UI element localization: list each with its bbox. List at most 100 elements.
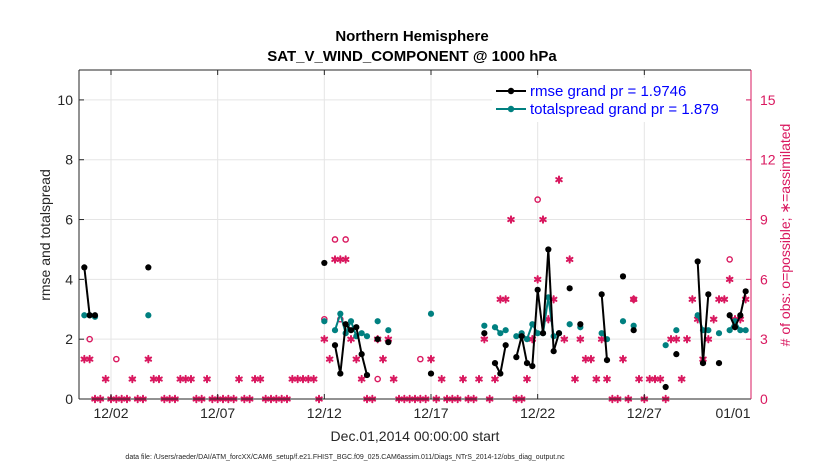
totalspread-point [374, 318, 381, 325]
plot-marks [80, 175, 750, 404]
assimilated-obs-point [480, 334, 489, 344]
assimilated-obs-point [144, 354, 153, 364]
y2-tick-label: 0 [760, 391, 768, 407]
totalspread-point [331, 327, 339, 334]
assimilated-obs-point [672, 334, 681, 344]
rmse-point [529, 363, 536, 370]
rmse-point [630, 327, 637, 334]
assimilated-obs-point [704, 334, 713, 344]
x-tick-label: 12/07 [200, 405, 235, 421]
rmse-segment [600, 294, 608, 361]
assimilated-obs-point [555, 175, 563, 184]
x-tick-label: 01/01 [715, 405, 750, 421]
assimilated-obs-point [325, 354, 334, 364]
legend-spread-label: totalspread grand pr = 1.879 [530, 101, 719, 118]
rmse-segment [334, 344, 342, 374]
possible-obs-point [331, 236, 339, 243]
rmse-point [427, 370, 435, 377]
assimilated-obs-point [341, 255, 350, 264]
totalspread-point [513, 333, 520, 340]
rmse-point [603, 357, 611, 364]
y2-axis-label: # of obs: o=possible; ∗=assimilated [777, 124, 793, 347]
rmse-segment [360, 353, 368, 376]
totalspread-point [662, 342, 669, 349]
assimilated-obs-point [427, 354, 435, 364]
x-tick-label: 12/17 [413, 405, 448, 421]
assimilated-obs-point [592, 374, 601, 384]
y-tick-label: 6 [65, 212, 73, 228]
rmse-point [715, 360, 723, 367]
assimilated-obs-point [635, 374, 643, 384]
rmse-segment [531, 289, 539, 367]
rmse-point [731, 324, 739, 331]
assimilated-obs-point [597, 334, 606, 344]
possible-obs-point [417, 355, 424, 363]
rmse-point [673, 351, 680, 358]
rmse-point [321, 259, 328, 267]
assimilated-obs-point [560, 334, 569, 344]
totalspread-point [363, 333, 371, 340]
rmse-point [545, 246, 552, 253]
x-tick-label: 12/22 [520, 405, 555, 421]
rmse-point [337, 370, 344, 377]
legend-box [492, 78, 746, 122]
assimilated-obs-point [603, 374, 611, 384]
possible-obs-point [342, 236, 349, 243]
totalspread-point [705, 327, 712, 334]
totalspread-point [337, 310, 344, 317]
rmse-segment [547, 249, 555, 352]
possible-obs-point [534, 196, 541, 203]
y2-tick-label: 9 [760, 212, 768, 228]
assimilated-obs-point [619, 354, 627, 364]
assimilated-obs-point [501, 295, 510, 304]
assimilated-obs-point [389, 374, 398, 384]
rmse-segment [83, 267, 91, 316]
rmse-segment [520, 335, 528, 364]
rmse-segment [552, 332, 560, 352]
assimilated-obs-point [155, 374, 163, 384]
assimilated-obs-point [256, 374, 265, 384]
rmse-point [513, 354, 520, 361]
assimilated-obs-point [683, 334, 691, 344]
rmse-point [742, 288, 749, 295]
rmse-point [363, 371, 371, 379]
assimilated-obs-point [347, 334, 355, 344]
rmse-segment [696, 261, 704, 364]
possible-obs-point [113, 355, 120, 363]
rmse-point [502, 342, 509, 349]
totalspread-point [502, 327, 509, 334]
assimilated-obs-point [203, 374, 211, 384]
assimilated-obs-point [629, 295, 638, 304]
assimilated-obs-point [688, 295, 697, 304]
legend-rmse-marker [507, 87, 515, 95]
y2-tick-label: 3 [760, 331, 768, 347]
tick-labels: 12/02 12/07 12/12 12/17 12/22 12/27 01/01 0 2 4 6 8… [57, 92, 775, 421]
legend: rmse grand pr = 1.9746 totalspread grand… [492, 78, 746, 122]
y2-tick-label: 6 [760, 271, 768, 287]
assimilated-obs-point [475, 374, 483, 384]
totalspread-point [742, 327, 749, 334]
assimilated-obs-point [565, 255, 574, 264]
x-axis-label: Dec.01,2014 00:00:00 start [331, 428, 500, 444]
totalspread-point [619, 318, 627, 325]
totalspread-point [81, 312, 88, 319]
totalspread-point [694, 312, 701, 319]
y-tick-label: 10 [57, 92, 73, 108]
assimilated-obs-point [720, 295, 729, 304]
assimilated-obs-point [576, 334, 585, 344]
rmse-point [385, 339, 392, 346]
y2-tick-label: 12 [760, 152, 776, 168]
rmse-point [619, 273, 627, 280]
rmse-segment [339, 324, 347, 374]
rmse-point [491, 360, 499, 367]
assimilated-obs-point [539, 215, 547, 224]
totalspread-point [566, 321, 573, 328]
rmse-point [342, 321, 349, 328]
rmse-point [358, 351, 365, 358]
rmse-segment [515, 335, 523, 358]
totalspread-point [630, 322, 637, 329]
totalspread-point [427, 310, 435, 317]
rmse-point [353, 324, 360, 331]
assimilated-obs-point [709, 315, 718, 324]
assimilated-obs-point [587, 354, 595, 364]
